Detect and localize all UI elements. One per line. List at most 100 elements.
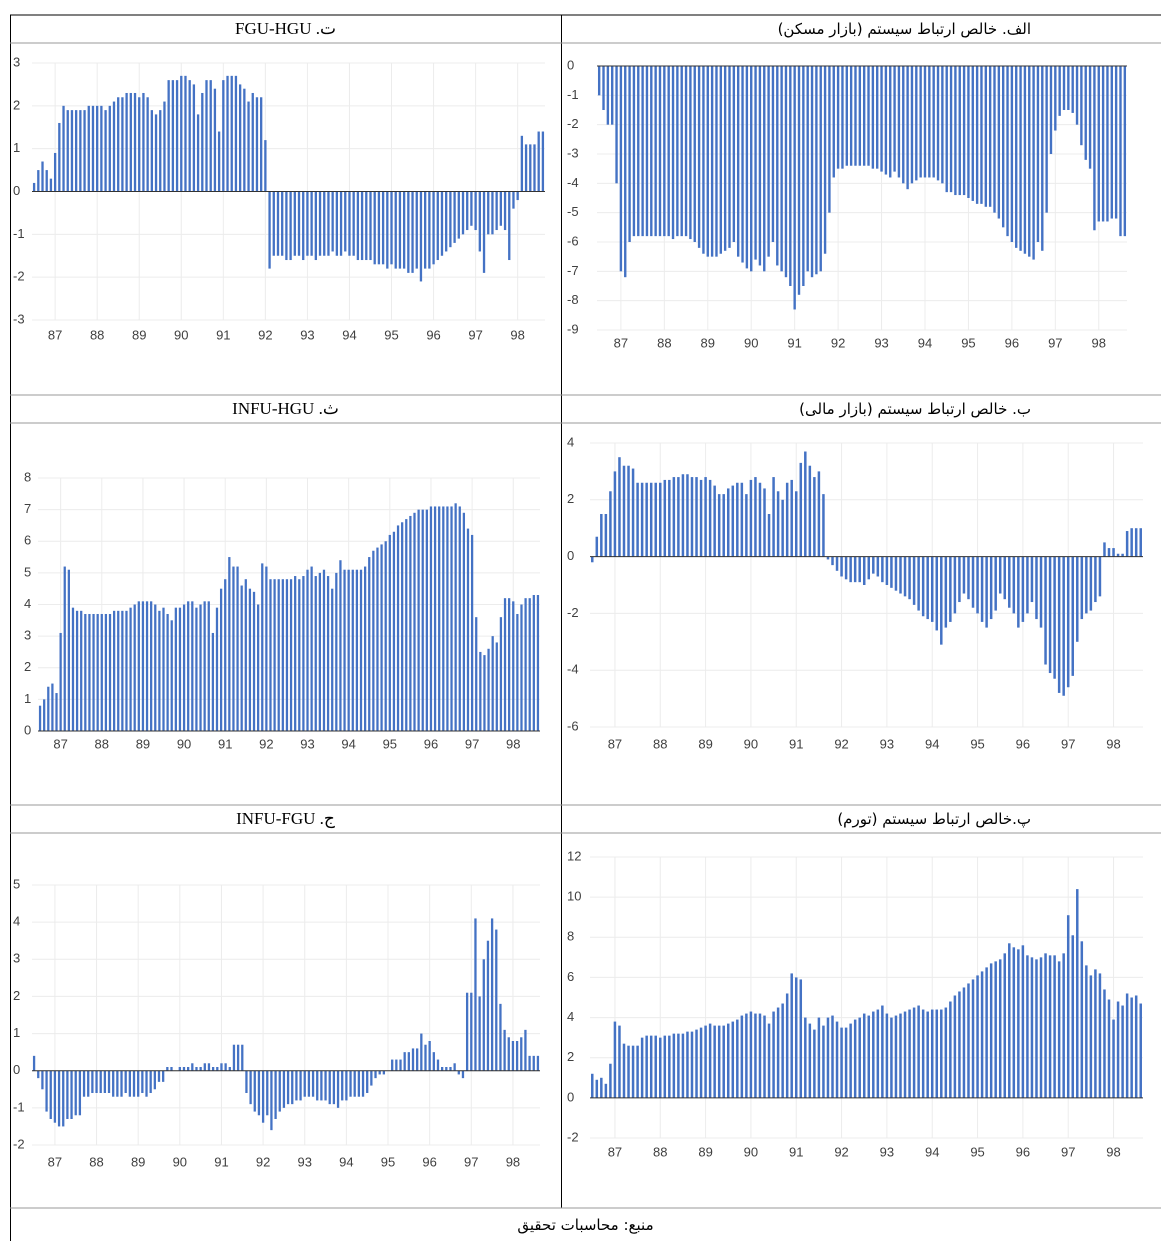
bar — [1035, 556, 1038, 620]
bar — [219, 588, 223, 731]
bar — [457, 191, 460, 239]
y-tick-label: 2 — [13, 988, 20, 1003]
bar — [1048, 556, 1052, 674]
bar — [908, 1009, 911, 1098]
bar — [278, 1070, 281, 1112]
y-tick-label: 1 — [24, 691, 31, 706]
bar — [849, 66, 853, 166]
bar — [690, 1031, 694, 1098]
bar — [958, 556, 961, 603]
bar — [32, 1055, 36, 1071]
bar — [429, 506, 433, 731]
bar — [508, 598, 511, 731]
bar — [1112, 1019, 1115, 1098]
bar — [187, 1067, 190, 1071]
bar — [128, 1070, 131, 1097]
x-tick-label: 96 — [1016, 1144, 1030, 1159]
bar — [841, 66, 844, 169]
bar — [908, 556, 911, 600]
bar — [604, 1083, 608, 1098]
bar — [935, 1009, 939, 1098]
bar — [372, 550, 375, 731]
bar — [881, 1005, 884, 1098]
bar — [962, 556, 966, 594]
bar — [320, 1070, 323, 1101]
bar — [133, 604, 136, 731]
bar — [736, 482, 739, 557]
bar — [45, 170, 48, 192]
bar — [70, 110, 74, 192]
y-tick-label: 0 — [13, 183, 20, 198]
bar — [353, 1070, 356, 1097]
bar — [772, 1011, 775, 1098]
bar — [249, 1070, 252, 1105]
bar — [324, 1070, 327, 1101]
bar — [388, 534, 391, 731]
bar — [1066, 915, 1070, 1098]
y-tick-label: 4 — [24, 596, 31, 611]
x-tick-label: 93 — [298, 1154, 312, 1169]
bar — [998, 556, 1002, 594]
bar — [96, 613, 99, 731]
x-tick-label: 97 — [464, 1154, 478, 1169]
x-tick-label: 89 — [131, 1154, 145, 1169]
y-tick-label: -5 — [567, 204, 579, 219]
bar — [686, 1031, 689, 1098]
bar — [209, 80, 212, 192]
bar — [137, 601, 140, 731]
bar — [949, 556, 952, 622]
y-tick-label: -4 — [567, 175, 579, 190]
bar — [261, 1070, 265, 1123]
bar — [1032, 66, 1035, 260]
y-tick-label: -4 — [567, 662, 579, 677]
bar — [776, 66, 779, 266]
bar — [49, 178, 53, 192]
bar — [248, 588, 252, 731]
bar — [524, 598, 527, 731]
bar — [723, 66, 727, 251]
bar — [269, 579, 272, 731]
bar — [220, 1063, 223, 1071]
bar — [453, 1063, 456, 1071]
bar — [487, 648, 490, 731]
bar — [407, 1052, 410, 1071]
bar — [322, 569, 326, 731]
bar — [890, 556, 893, 588]
bar — [994, 961, 997, 1098]
y-tick-label: 3 — [13, 54, 20, 69]
bar — [351, 569, 354, 731]
bar — [238, 84, 242, 192]
bar — [103, 1070, 107, 1093]
bar — [167, 80, 170, 192]
chart: 0 -1 -2 -3 -4 -5 -6 -7 -8 -9 87 88 89 90 91 92 93 94 95 96 9… — [567, 57, 1127, 350]
bar — [650, 66, 653, 237]
bar — [316, 1070, 319, 1101]
bar — [815, 66, 818, 275]
bar — [293, 191, 296, 256]
bar — [967, 556, 970, 600]
bar — [243, 88, 246, 192]
bar — [141, 601, 145, 731]
bar — [466, 528, 470, 731]
chart: -6 -4 -2 0 2 4 87 88 89 90 91 92 93 94 95 96 97 98 — [567, 434, 1143, 751]
bar — [717, 494, 721, 557]
bar — [776, 491, 780, 557]
bar — [835, 556, 839, 571]
bar — [794, 977, 798, 1098]
bar — [932, 66, 935, 178]
bar — [236, 566, 239, 731]
bar — [781, 1003, 784, 1098]
bar — [507, 1037, 510, 1071]
bar — [1085, 556, 1088, 614]
bar — [1116, 1001, 1120, 1098]
table-borders — [10, 14, 1161, 1241]
bar — [195, 1067, 198, 1071]
bar — [87, 1070, 90, 1097]
bar — [116, 1070, 119, 1097]
bar — [478, 191, 481, 252]
bar — [277, 579, 280, 731]
bar — [1023, 66, 1027, 254]
bar — [1003, 556, 1006, 600]
bar — [745, 66, 749, 269]
